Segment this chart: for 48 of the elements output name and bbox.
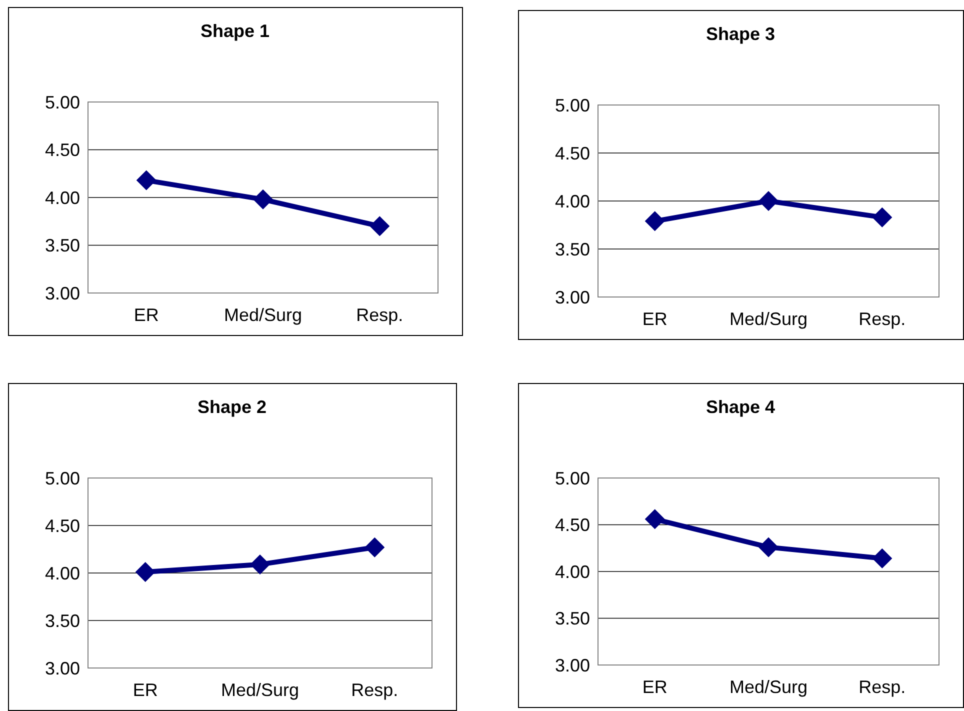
y-tick-label: 4.50 [554, 515, 590, 536]
y-tick-label: 4.00 [44, 188, 80, 208]
y-tick-label: 3.00 [554, 655, 590, 676]
point [644, 509, 665, 530]
x-tick-label: ER [642, 309, 668, 329]
point [644, 211, 665, 232]
point [758, 191, 778, 211]
y-tick-label: 3.50 [44, 236, 80, 256]
x-tick-label: Med/Surg [729, 677, 808, 697]
point [872, 207, 892, 228]
point [364, 537, 385, 558]
y-tick-label: 4.00 [554, 562, 590, 582]
x-tick-label: Med/Surg [729, 309, 808, 329]
point [253, 189, 273, 210]
y-tick-label: 5.00 [44, 92, 80, 112]
chart-title: Shape 2 [197, 397, 267, 417]
point [136, 170, 156, 190]
y-tick-label: 5.00 [554, 468, 590, 488]
y-tick-label: 3.00 [44, 658, 80, 678]
y-tick-label: 3.50 [554, 608, 590, 629]
point [135, 562, 156, 582]
point [250, 554, 270, 574]
y-tick-label: 4.00 [44, 563, 80, 584]
y-tick-label: 3.50 [554, 239, 590, 260]
x-tick-label: Resp. [858, 677, 906, 697]
chart-title: Shape 4 [706, 397, 776, 417]
y-tick-label: 5.00 [554, 95, 590, 116]
y-tick-label: 3.50 [44, 610, 80, 631]
chart-title: Shape 1 [200, 21, 270, 41]
x-tick-label: Med/Surg [220, 680, 300, 700]
x-tick-label: ER [642, 677, 668, 697]
point [758, 537, 778, 558]
x-tick-label: ER [134, 305, 159, 325]
y-tick-label: 4.50 [554, 143, 590, 164]
point [370, 216, 390, 236]
x-tick-label: ER [132, 680, 158, 700]
point [872, 548, 892, 568]
y-tick-label: 4.50 [44, 140, 80, 160]
chart-title: Shape 3 [706, 24, 776, 44]
x-tick-label: Resp. [858, 309, 906, 329]
x-tick-label: Med/Surg [224, 305, 302, 325]
y-tick-label: 4.50 [44, 516, 80, 536]
y-tick-label: 3.00 [44, 283, 80, 304]
x-tick-label: Resp. [351, 680, 398, 700]
y-tick-label: 3.00 [554, 287, 590, 308]
y-tick-label: 4.00 [554, 191, 590, 212]
x-tick-label: Resp. [356, 305, 404, 325]
y-tick-label: 5.00 [44, 468, 80, 488]
